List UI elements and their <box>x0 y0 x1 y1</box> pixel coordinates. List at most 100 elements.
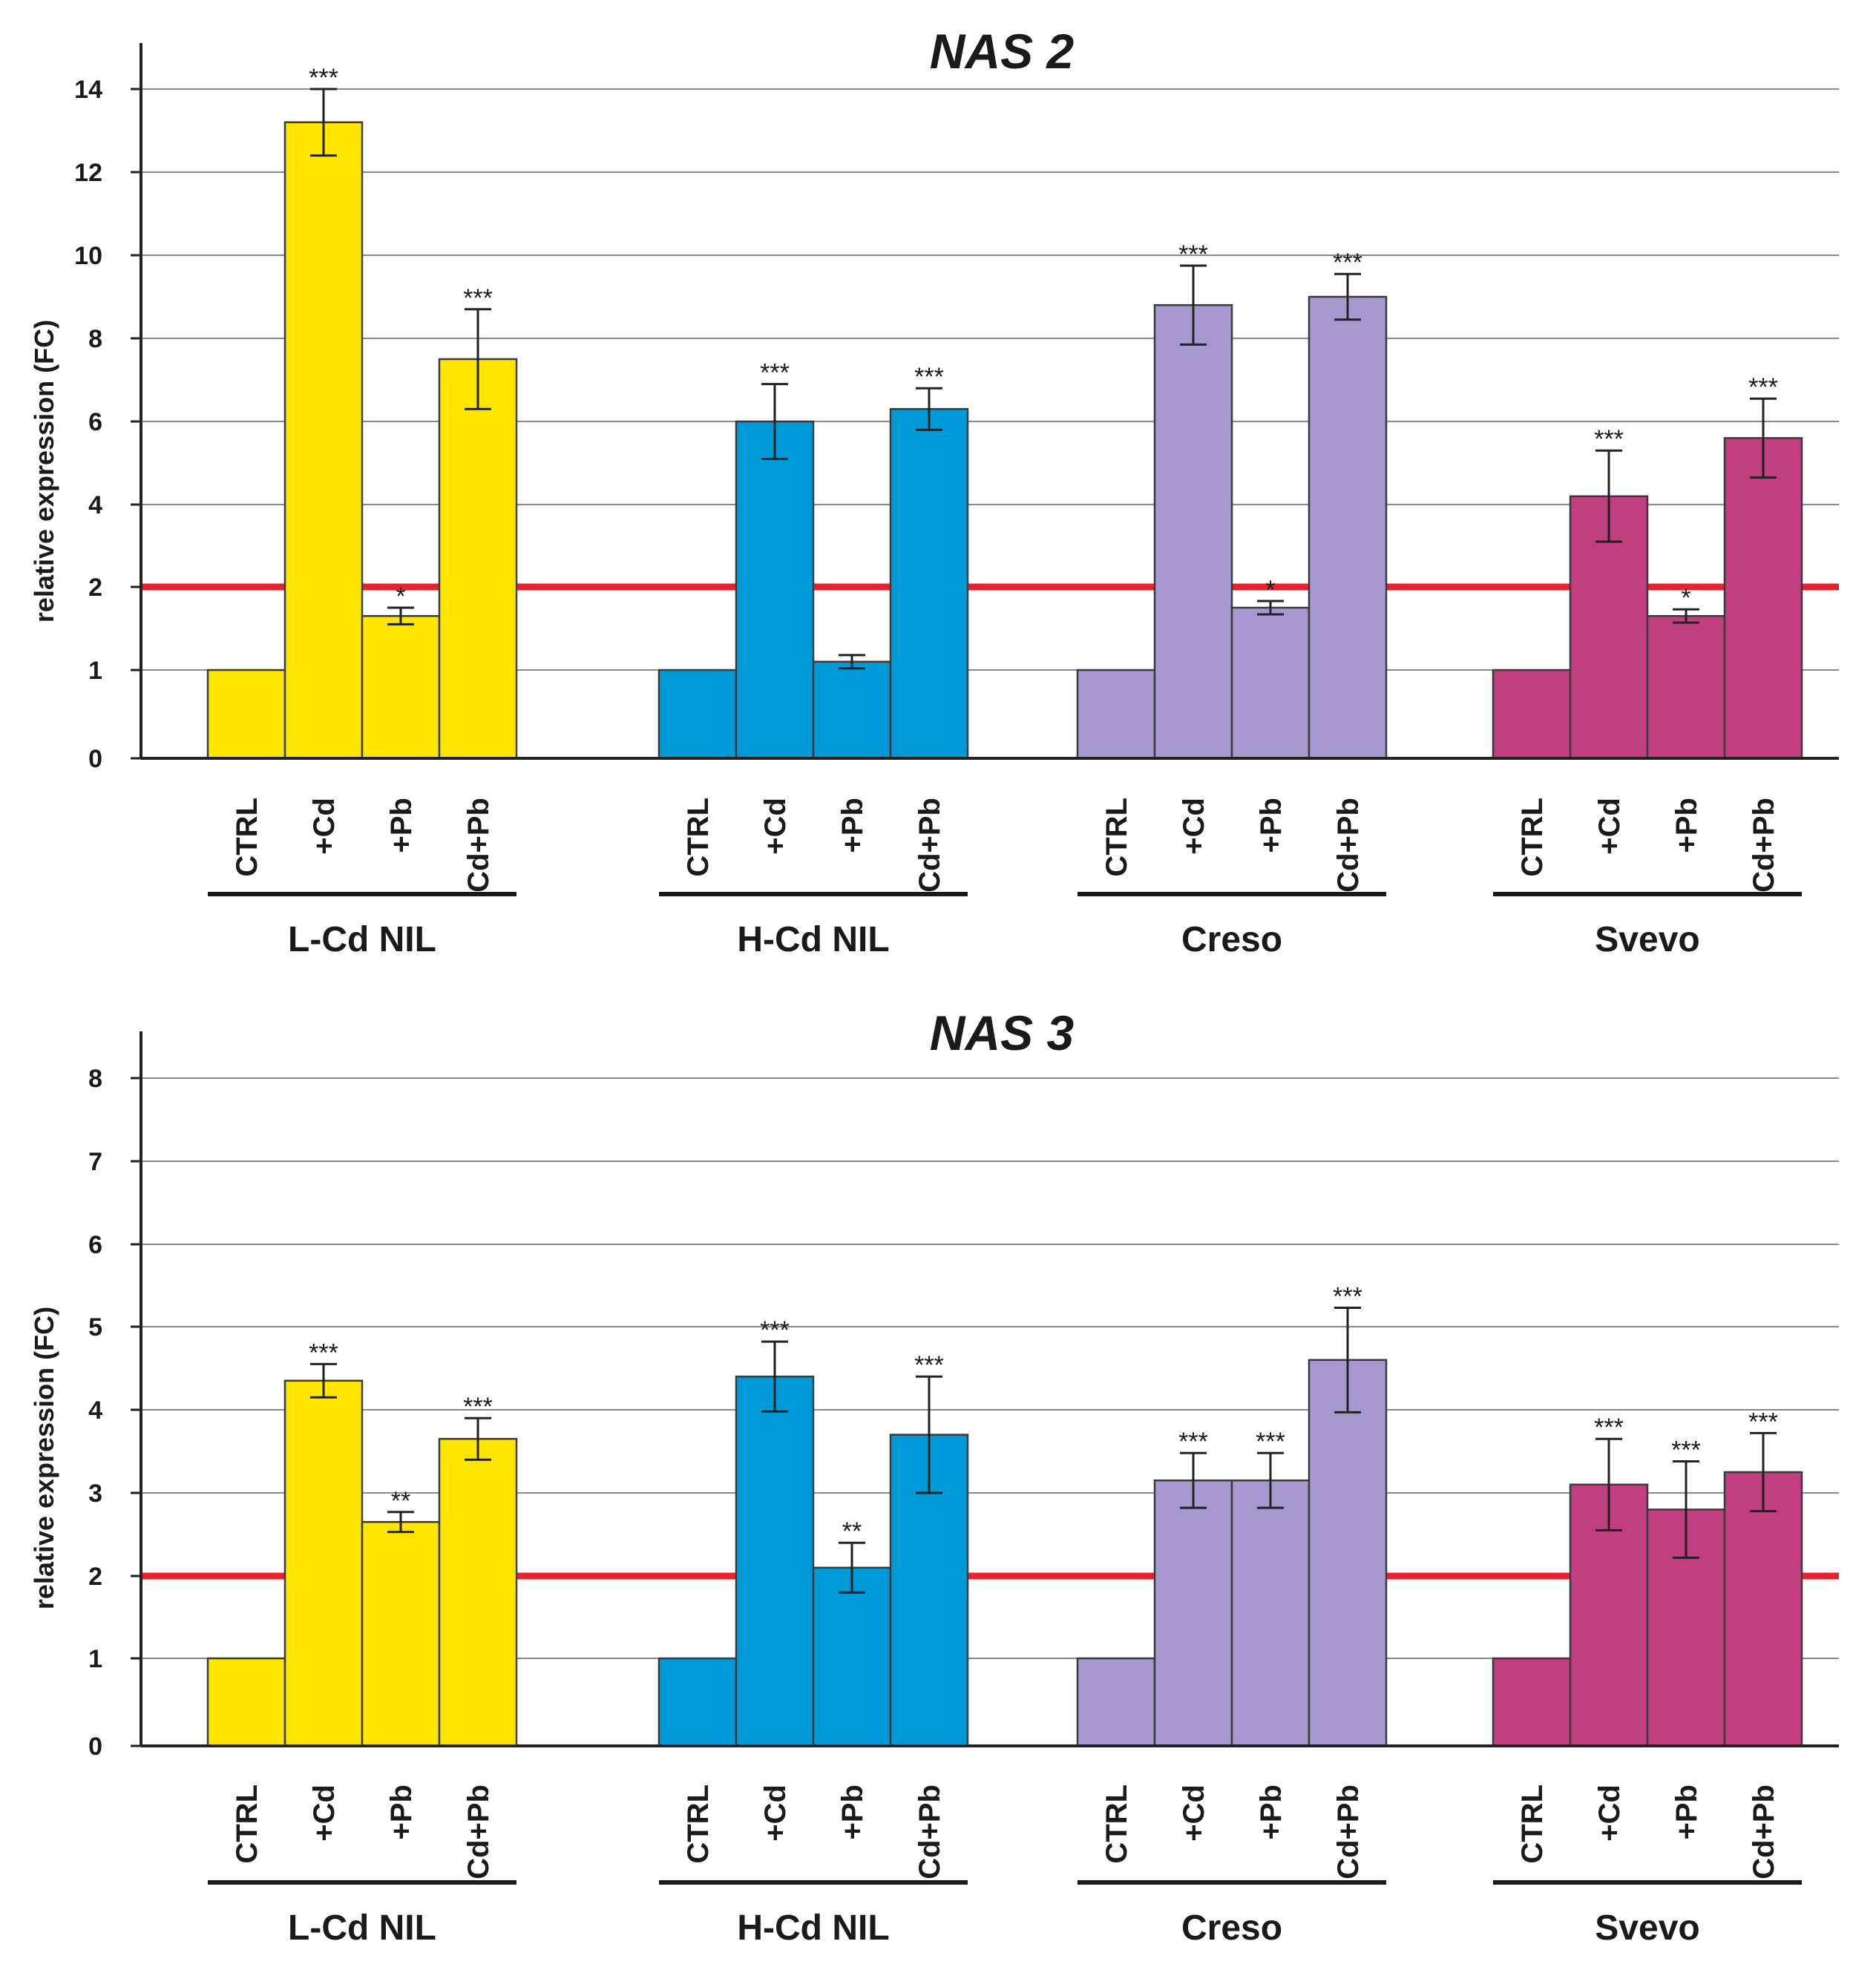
significance-label: *** <box>1178 1428 1208 1456</box>
category-label: +Cd <box>1178 1785 1210 1842</box>
bar <box>1076 669 1156 760</box>
bar <box>812 660 892 760</box>
significance-label: *** <box>463 284 493 312</box>
category-label: +Cd <box>1593 798 1626 855</box>
significance-label: *** <box>1333 1282 1362 1310</box>
chart-title: NAS 3 <box>930 1005 1074 1060</box>
significance-label: *** <box>914 1351 944 1379</box>
group-label: L-Cd NIL <box>288 1908 436 1948</box>
bar <box>361 1520 441 1747</box>
significance-label: *** <box>463 1393 493 1421</box>
y-tick-label: 1 <box>88 657 102 685</box>
y-tick-label: 2 <box>88 574 102 602</box>
bar <box>283 121 364 760</box>
significance-label: ** <box>842 1517 862 1546</box>
category-label: Cd+Pb <box>1748 1785 1780 1879</box>
category-label: +Cd <box>1178 798 1210 855</box>
category-label: CTRL <box>682 1785 715 1864</box>
significance-label: *** <box>1748 373 1778 401</box>
category-label: +Pb <box>385 1785 418 1839</box>
y-tick-label: 7 <box>88 1148 102 1176</box>
y-tick-label: 4 <box>88 1396 102 1425</box>
group-label: Svevo <box>1595 1908 1699 1948</box>
group-label: Creso <box>1181 920 1282 959</box>
bar <box>735 420 815 760</box>
group-label: Svevo <box>1595 920 1699 959</box>
category-label: CTRL <box>231 1785 263 1864</box>
bar <box>1230 606 1311 760</box>
category-label: CTRL <box>1101 1785 1133 1864</box>
category-label: Cd+Pb <box>1332 1785 1365 1879</box>
significance-label: *** <box>1256 1428 1285 1456</box>
y-tick-label: 1 <box>88 1645 102 1673</box>
category-label: +Pb <box>1255 1785 1288 1839</box>
category-label: +Pb <box>1670 1785 1703 1839</box>
y-tick-label: 10 <box>74 242 102 270</box>
bar <box>1492 1657 1572 1747</box>
significance-label: ** <box>391 1487 410 1515</box>
y-tick-label: 0 <box>88 745 102 773</box>
y-tick-label: 3 <box>88 1480 102 1508</box>
significance-label: *** <box>1671 1436 1701 1464</box>
bar <box>889 407 969 760</box>
category-label: Cd+Pb <box>1748 798 1780 893</box>
significance-label: *** <box>1594 1414 1624 1442</box>
bar <box>438 358 518 760</box>
bar <box>1646 614 1726 760</box>
chart-title: NAS 2 <box>930 24 1075 79</box>
significance-label: *** <box>1333 249 1362 277</box>
category-label: CTRL <box>231 798 263 877</box>
category-label: +Pb <box>836 1785 869 1839</box>
bar <box>735 1375 815 1747</box>
category-label: +Cd <box>308 798 341 855</box>
category-label: +Pb <box>1670 798 1703 853</box>
category-label: CTRL <box>1516 798 1549 877</box>
significance-label: *** <box>760 1316 790 1344</box>
category-label: +Cd <box>759 798 792 855</box>
category-label: +Cd <box>308 1785 341 1842</box>
category-label: CTRL <box>1516 1785 1549 1864</box>
significance-label: *** <box>1748 1408 1778 1436</box>
category-label: Cd+Pb <box>914 798 946 893</box>
category-label: +Pb <box>385 798 418 853</box>
category-label: Cd+Pb <box>1332 798 1365 893</box>
bar <box>438 1437 518 1747</box>
significance-label: *** <box>914 363 944 391</box>
bar <box>1153 303 1233 760</box>
group-label: H-Cd NIL <box>737 1908 889 1948</box>
bar <box>361 614 441 760</box>
y-tick-label: 2 <box>88 1563 102 1591</box>
significance-label: *** <box>1178 240 1208 269</box>
category-label: Cd+Pb <box>462 1785 495 1879</box>
bar <box>1492 669 1572 760</box>
y-tick-label: 6 <box>88 408 102 436</box>
bar <box>1308 295 1388 760</box>
chart-nas3: NAS 3 relative expression (FC) 0 1 2 3 4 5 6 7 8 CT… <box>29 1005 1839 1948</box>
bar <box>657 1657 738 1747</box>
y-tick-label: 6 <box>88 1231 102 1259</box>
bar <box>206 669 286 760</box>
y-tick-label: 8 <box>88 1065 102 1093</box>
category-label: +Cd <box>759 1785 792 1842</box>
bar <box>1723 1471 1803 1747</box>
significance-label: * <box>1681 584 1690 612</box>
bar <box>657 669 738 760</box>
category-label: +Cd <box>1593 1785 1626 1842</box>
bar <box>1076 1657 1156 1747</box>
category-label: CTRL <box>682 798 715 877</box>
category-label: Cd+Pb <box>914 1785 946 1879</box>
category-label: Cd+Pb <box>462 798 495 893</box>
y-axis-label: relative expression (FC) <box>29 1307 59 1609</box>
group-label: H-Cd NIL <box>737 920 889 959</box>
bar <box>1723 437 1803 760</box>
significance-label: *** <box>760 359 790 387</box>
bar <box>1230 1479 1311 1747</box>
category-label: +Pb <box>1255 798 1288 853</box>
significance-label: *** <box>309 1339 338 1367</box>
group-label: Creso <box>1181 1908 1282 1948</box>
y-tick-label: 0 <box>88 1733 102 1761</box>
y-tick-label: 8 <box>88 325 102 353</box>
bar <box>1153 1479 1233 1747</box>
